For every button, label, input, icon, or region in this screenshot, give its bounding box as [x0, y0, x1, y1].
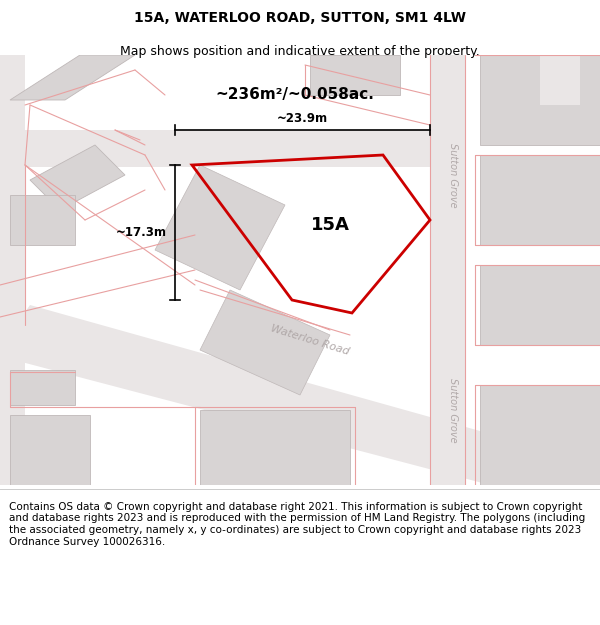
Polygon shape	[155, 165, 285, 290]
Polygon shape	[0, 55, 25, 485]
Polygon shape	[30, 145, 125, 210]
Text: ~23.9m: ~23.9m	[277, 112, 328, 125]
Polygon shape	[480, 385, 600, 485]
Polygon shape	[10, 370, 75, 405]
Polygon shape	[10, 55, 135, 100]
Text: Map shows position and indicative extent of the property.: Map shows position and indicative extent…	[120, 45, 480, 58]
Text: ~236m²/~0.058ac.: ~236m²/~0.058ac.	[215, 88, 374, 103]
Polygon shape	[0, 130, 440, 167]
Polygon shape	[480, 55, 600, 145]
Polygon shape	[430, 55, 465, 485]
Text: ~17.3m: ~17.3m	[116, 226, 167, 239]
Polygon shape	[540, 55, 580, 105]
Text: 15A: 15A	[311, 216, 349, 234]
Text: Waterloo Road: Waterloo Road	[269, 323, 350, 357]
Polygon shape	[200, 290, 330, 395]
Polygon shape	[480, 265, 600, 345]
Text: Contains OS data © Crown copyright and database right 2021. This information is : Contains OS data © Crown copyright and d…	[9, 502, 585, 547]
Text: Sutton Grove: Sutton Grove	[448, 378, 458, 442]
Polygon shape	[480, 155, 600, 245]
Polygon shape	[10, 195, 75, 245]
Text: Sutton Grove: Sutton Grove	[448, 142, 458, 208]
Polygon shape	[310, 55, 400, 95]
Polygon shape	[0, 305, 530, 485]
Polygon shape	[200, 410, 350, 485]
Text: 15A, WATERLOO ROAD, SUTTON, SM1 4LW: 15A, WATERLOO ROAD, SUTTON, SM1 4LW	[134, 11, 466, 25]
Polygon shape	[10, 415, 90, 485]
